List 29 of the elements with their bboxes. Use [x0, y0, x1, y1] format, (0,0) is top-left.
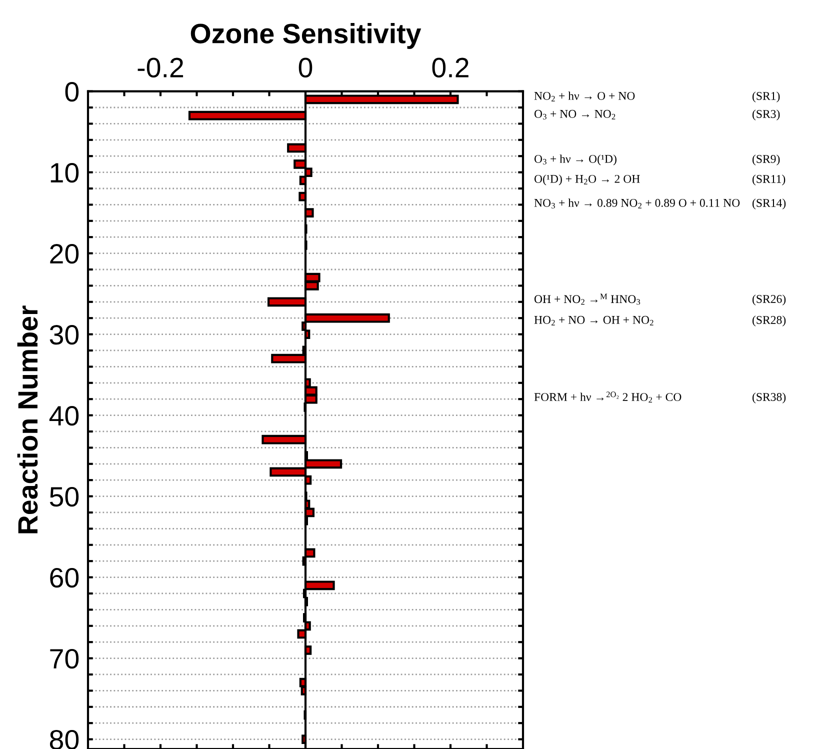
text: FORM + hν →$^{2O₂}$ 2 HO$_{2}$ + CO — [534, 392, 682, 403]
text: O(¹D) + H$_{2}$O → 2 OH — [534, 174, 640, 186]
y-tick-label: 20 — [50, 244, 79, 264]
y-tick-label: 50 — [50, 486, 79, 507]
y-tick-label: 70 — [50, 648, 79, 669]
text: (SR26) — [752, 294, 786, 306]
text: (SR28) — [752, 316, 786, 326]
x-tick-label: 0.2 — [432, 58, 468, 78]
text: NO$_{3}$ + hν → 0.89 NO$_{2}$ + 0.89 O + 0.11 NO — [534, 198, 740, 208]
y-axis-title: Reaction Number — [17, 306, 38, 534]
text: HO$_{2}$ + NO → OH + NO$_{2}$ — [534, 316, 654, 326]
text: NO$_{2}$ + hν → O + NO — [534, 92, 635, 102]
y-tick-label: 60 — [50, 568, 79, 588]
text: (SR11) — [752, 174, 786, 186]
x-tick-label: 0 — [298, 58, 312, 78]
text: (SR14) — [752, 198, 786, 210]
x-axis-title: Ozone Sensitivity — [190, 23, 422, 49]
y-tick-label: 0 — [65, 82, 79, 102]
text: OH + NO$_{2}$ →$^{M}$ HNO$_{3}$ — [534, 294, 640, 305]
text: O$_{3}$ + NO → NO$_{2}$ — [534, 110, 616, 120]
y-tick-label: 30 — [50, 324, 79, 345]
text: (SR9) — [752, 154, 780, 166]
y-tick-label: 40 — [49, 406, 79, 426]
text: (SR38) — [752, 392, 786, 404]
text: (SR3) — [752, 110, 780, 120]
x-tick-label: -0.2 — [138, 58, 184, 78]
y-tick-label: 10 — [50, 162, 79, 183]
text: (SR1) — [752, 92, 780, 102]
text: O$_{3}$ + hν → O(¹D) — [534, 154, 616, 166]
